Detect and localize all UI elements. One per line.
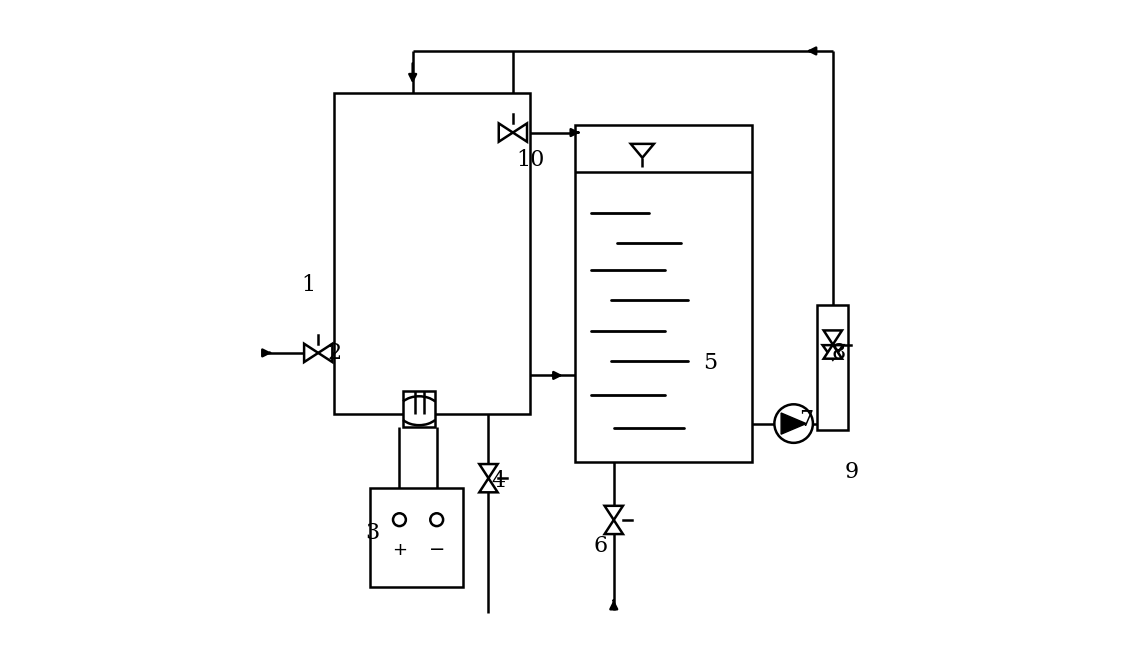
Polygon shape	[781, 413, 807, 434]
Polygon shape	[824, 330, 842, 345]
Bar	[403, 391, 435, 427]
Text: 10: 10	[516, 149, 545, 171]
Polygon shape	[824, 345, 842, 359]
Text: 5: 5	[704, 352, 717, 373]
Circle shape	[774, 404, 813, 443]
Bar	[575, 125, 752, 462]
Text: +: +	[392, 540, 407, 559]
Text: 3: 3	[366, 522, 380, 544]
Polygon shape	[479, 478, 498, 492]
Polygon shape	[604, 506, 623, 520]
Polygon shape	[604, 520, 623, 534]
Text: −: −	[429, 540, 445, 559]
Text: 9: 9	[844, 461, 858, 483]
Bar	[818, 305, 848, 430]
Polygon shape	[513, 123, 527, 142]
Text: 7: 7	[800, 410, 813, 432]
Text: 1: 1	[302, 275, 316, 296]
Polygon shape	[304, 343, 318, 362]
Polygon shape	[318, 343, 333, 362]
Text: 2: 2	[327, 342, 341, 364]
Polygon shape	[499, 123, 513, 142]
Text: 8: 8	[832, 342, 845, 364]
Text: 4: 4	[491, 470, 506, 492]
Bar	[370, 488, 463, 587]
Text: 6: 6	[594, 535, 607, 557]
Polygon shape	[479, 464, 498, 478]
Bar	[334, 93, 530, 414]
